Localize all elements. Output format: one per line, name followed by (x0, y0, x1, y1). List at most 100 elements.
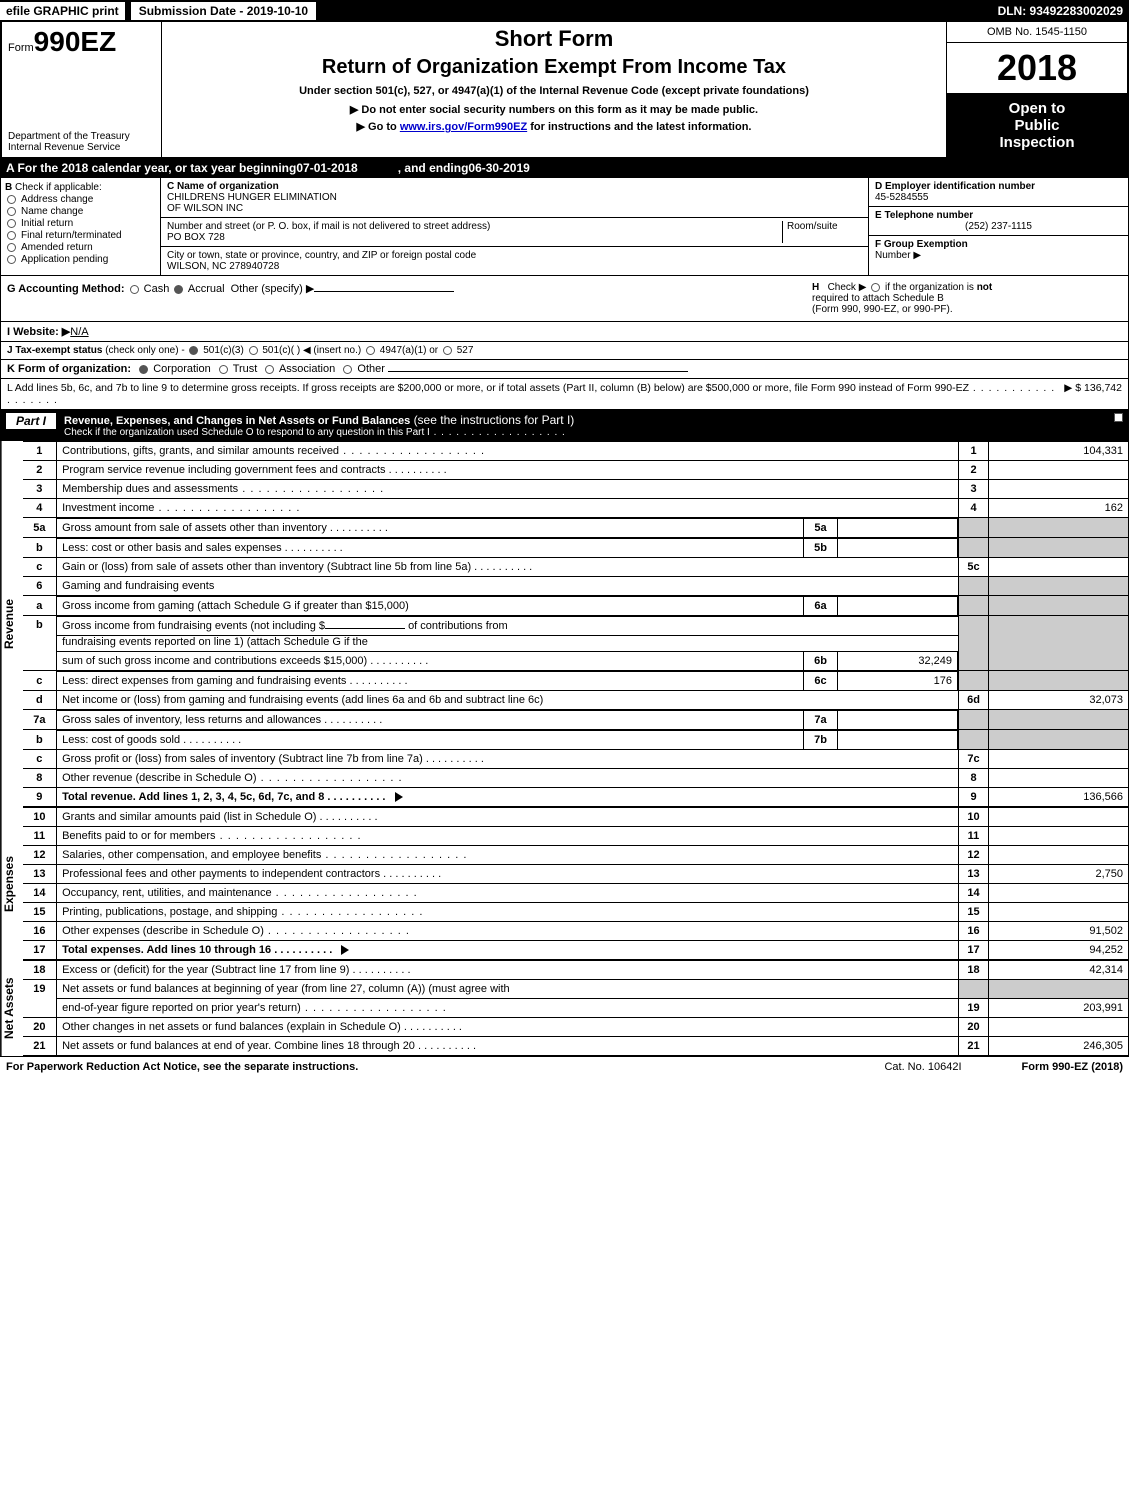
line-6c-text: Less: direct expenses from gaming and fu… (57, 672, 803, 691)
line-num: 11 (23, 827, 57, 846)
table-row: 10Grants and similar amounts paid (list … (23, 808, 1129, 827)
h-not: not (977, 282, 993, 293)
d-label: D Employer identification number (875, 181, 1122, 192)
row-l: L Add lines 5b, 6c, and 7b to line 9 to … (0, 379, 1129, 410)
inner-num: 5a (804, 519, 838, 538)
line-text: Gross profit or (loss) from sales of inv… (57, 750, 959, 769)
grey-cell (959, 980, 989, 999)
other-blank[interactable] (314, 291, 454, 292)
checkbox-icon[interactable] (1114, 413, 1123, 422)
radio-icon[interactable] (219, 365, 228, 374)
opt-address: Address change (21, 194, 93, 205)
radio-icon[interactable] (7, 219, 16, 228)
grey-cell (989, 980, 1129, 999)
line-text: Gross income from fundraising events (no… (57, 616, 959, 671)
table-row: b Gross income from fundraising events (… (23, 616, 1129, 671)
line-text: Printing, publications, postage, and shi… (57, 903, 959, 922)
line-amt: 42,314 (989, 961, 1129, 980)
table-row: 18Excess or (deficit) for the year (Subt… (23, 961, 1129, 980)
b-label: B (5, 182, 12, 193)
line-text: Professional fees and other payments to … (57, 865, 959, 884)
radio-icon[interactable] (443, 346, 452, 355)
radio-icon[interactable] (7, 207, 16, 216)
radio-icon[interactable] (189, 346, 198, 355)
line-amt (989, 808, 1129, 827)
line-text: Salaries, other compensation, and employ… (57, 846, 959, 865)
radio-icon[interactable] (343, 365, 352, 374)
part-1-sub: Check if the organization used Schedule … (64, 427, 574, 438)
city-value: WILSON, NC 278940728 (167, 261, 476, 272)
line-6b-t3: fundraising events reported on line 1) (… (57, 636, 957, 652)
efile-label: efile GRAPHIC print (0, 2, 125, 20)
revenue-table: 1Contributions, gifts, grants, and simil… (23, 441, 1129, 807)
opt-final: Final return/terminated (21, 230, 122, 241)
radio-icon[interactable] (7, 195, 16, 204)
inner-amt (838, 539, 958, 558)
grey-cell (959, 671, 989, 691)
part-1-note: (see the instructions for Part I) (414, 413, 575, 427)
table-row: 2Program service revenue including gover… (23, 461, 1129, 480)
tax-year: 2018 (947, 43, 1127, 94)
j-note: (check only one) - (105, 345, 184, 356)
netassets-table: 18Excess or (deficit) for the year (Subt… (23, 960, 1129, 1056)
form-ref: Form 990-EZ (2018) (1022, 1061, 1123, 1073)
grey-cell (959, 538, 989, 558)
f-label: F Group Exemption (875, 239, 968, 250)
grey-cell (989, 538, 1129, 558)
side-expenses: Expenses (1, 807, 23, 960)
grey-cell (989, 671, 1129, 691)
line-num: 3 (23, 480, 57, 499)
irs-link[interactable]: www.irs.gov/Form990EZ (400, 121, 527, 133)
radio-icon[interactable] (249, 346, 258, 355)
inspect-2: Public (953, 117, 1121, 134)
line-num: 5a (23, 518, 57, 538)
table-row: b Less: cost or other basis and sales ex… (23, 538, 1129, 558)
radio-icon[interactable] (174, 285, 183, 294)
sub3-post: for instructions and the latest informat… (527, 121, 751, 133)
radio-icon[interactable] (366, 346, 375, 355)
grey-cell (959, 616, 989, 671)
line-num-r: 2 (959, 461, 989, 480)
line-num: 14 (23, 884, 57, 903)
c-label: C Name of organization (167, 181, 337, 192)
line-text: Contributions, gifts, grants, and simila… (57, 442, 959, 461)
radio-icon[interactable] (265, 365, 274, 374)
line-text: Less: cost or other basis and sales expe… (57, 538, 959, 558)
line-text: Net income or (loss) from gaming and fun… (57, 691, 959, 710)
line-text: Other changes in net assets or fund bala… (57, 1018, 959, 1037)
line-num-r: 5c (959, 558, 989, 577)
radio-icon[interactable] (7, 231, 16, 240)
table-row: a Gross income from gaming (attach Sched… (23, 596, 1129, 616)
org-name-1: CHILDRENS HUNGER ELIMINATION (167, 192, 337, 203)
l-text: L Add lines 5b, 6c, and 7b to line 9 to … (7, 382, 1056, 406)
omb-number: OMB No. 1545-1150 (947, 22, 1127, 43)
inner-num: 7b (804, 731, 838, 750)
line-num: 16 (23, 922, 57, 941)
l-amt: ▶ $ 136,742 (1064, 382, 1122, 406)
line-num: a (23, 596, 57, 616)
line-num: b (23, 616, 57, 671)
table-row: cGross profit or (loss) from sales of in… (23, 750, 1129, 769)
radio-icon[interactable] (7, 255, 16, 264)
line-num-r: 3 (959, 480, 989, 499)
column-d: D Employer identification number 45-5284… (868, 178, 1128, 275)
h-block: H Check ▶ if the organization is not req… (812, 282, 1122, 315)
radio-icon[interactable] (139, 365, 148, 374)
line-amt: 94,252 (989, 941, 1129, 960)
submission-date: Submission Date - 2019-10-10 (129, 0, 318, 22)
radio-icon[interactable] (7, 243, 16, 252)
line-num: c (23, 750, 57, 769)
line-text: Investment income (57, 499, 959, 518)
k-blank[interactable] (388, 371, 688, 372)
addr-label: Number and street (or P. O. box, if mail… (167, 221, 490, 232)
radio-icon[interactable] (871, 283, 880, 292)
table-row: 1Contributions, gifts, grants, and simil… (23, 442, 1129, 461)
table-row: 21Net assets or fund balances at end of … (23, 1037, 1129, 1056)
k-assoc: Association (279, 363, 335, 375)
line-amt: 91,502 (989, 922, 1129, 941)
radio-icon[interactable] (130, 285, 139, 294)
line-num: 17 (23, 941, 57, 960)
side-netassets: Net Assets (1, 960, 23, 1056)
row-j: J Tax-exempt status (check only one) - 5… (0, 342, 1129, 360)
blank[interactable] (325, 628, 405, 629)
